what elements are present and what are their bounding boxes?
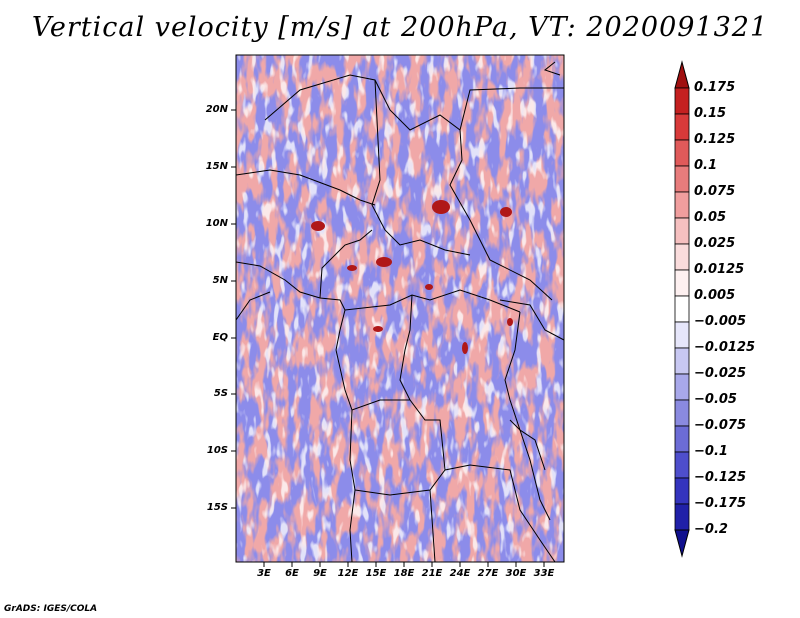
lon-label-12e: 12E: [337, 568, 359, 579]
velocity-field: [236, 55, 564, 562]
colorbar-segment: [674, 321, 690, 349]
lat-label-20n: 20N: [205, 104, 228, 115]
colorbar-segment: [674, 399, 690, 427]
colorbar-label: 0.0125: [694, 262, 745, 277]
lon-ticks: [263, 562, 545, 567]
colorbar-label: −0.175: [694, 496, 747, 511]
lon-label-21e: 21E: [421, 568, 443, 579]
country-borders: [236, 61, 564, 562]
colorbar-label: −0.1: [694, 444, 728, 459]
colorbar-label: −0.125: [694, 470, 747, 485]
colorbar-segment: [674, 347, 690, 375]
colorbar-segment: [674, 139, 690, 167]
colorbar-segment: [674, 425, 690, 453]
lat-label-eq: EQ: [212, 332, 228, 343]
lat-label-5s: 5S: [213, 388, 228, 399]
lon-label-24e: 24E: [449, 568, 471, 579]
lon-label-15e: 15E: [365, 568, 387, 579]
lon-label-27e: 27E: [477, 568, 499, 579]
colorbar-label: −0.0125: [694, 340, 756, 355]
colorbar-label: −0.05: [694, 392, 737, 407]
lon-label-33e: 33E: [533, 568, 555, 579]
colorbar-label: −0.2: [694, 522, 728, 537]
updraft-cells: [311, 200, 513, 354]
colorbar-segment: [674, 269, 690, 297]
colorbar-segment: [674, 477, 690, 505]
colorbar-label: 0.075: [694, 184, 736, 199]
lat-label-15s: 15S: [206, 502, 228, 513]
colorbar-label: 0.1: [694, 158, 718, 173]
lon-label-3e: 3E: [257, 568, 271, 579]
colorbar-segment: [674, 113, 690, 141]
colorbar-label: 0.125: [694, 132, 736, 147]
lon-label-6e: 6E: [285, 568, 299, 579]
colorbar-segment: [674, 373, 690, 401]
colorbar-label: 0.175: [694, 80, 736, 95]
colorbar-segment: [674, 87, 690, 115]
colorbar-label: 0.005: [694, 288, 736, 303]
colorbar-segment: [674, 243, 690, 271]
colorbar-segment: [674, 217, 690, 245]
colorbar-label: 0.025: [694, 236, 736, 251]
lat-label-10s: 10S: [206, 445, 228, 456]
grads-credit: GrADS: IGES/COLA: [4, 604, 98, 614]
colorbar-segment: [674, 295, 690, 323]
lon-label-30e: 30E: [505, 568, 527, 579]
lat-label-15n: 15N: [205, 161, 228, 172]
colorbar-segment: [674, 451, 690, 479]
map-frame: [235, 54, 565, 563]
colorbar-label: 0.15: [694, 106, 727, 121]
lat-label-5n: 5N: [212, 275, 228, 286]
colorbar-label: −0.075: [694, 418, 747, 433]
colorbar-segment: [674, 191, 690, 219]
colorbar-label: 0.05: [694, 210, 727, 225]
colorbar-bottom-arrow: [674, 529, 690, 558]
lat-ticks: [231, 109, 236, 509]
colorbar-top-arrow: [674, 60, 690, 89]
lon-label-9e: 9E: [313, 568, 327, 579]
colorbar-label: −0.005: [694, 314, 747, 329]
map-title: Vertical velocity [m/s] at 200hPa, VT: 2…: [31, 12, 769, 43]
colorbar-segment: [674, 165, 690, 193]
lon-label-18e: 18E: [393, 568, 415, 579]
colorbar: [674, 60, 690, 558]
colorbar-segment: [674, 503, 690, 531]
colorbar-label: −0.025: [694, 366, 747, 381]
lat-label-10n: 10N: [205, 218, 228, 229]
